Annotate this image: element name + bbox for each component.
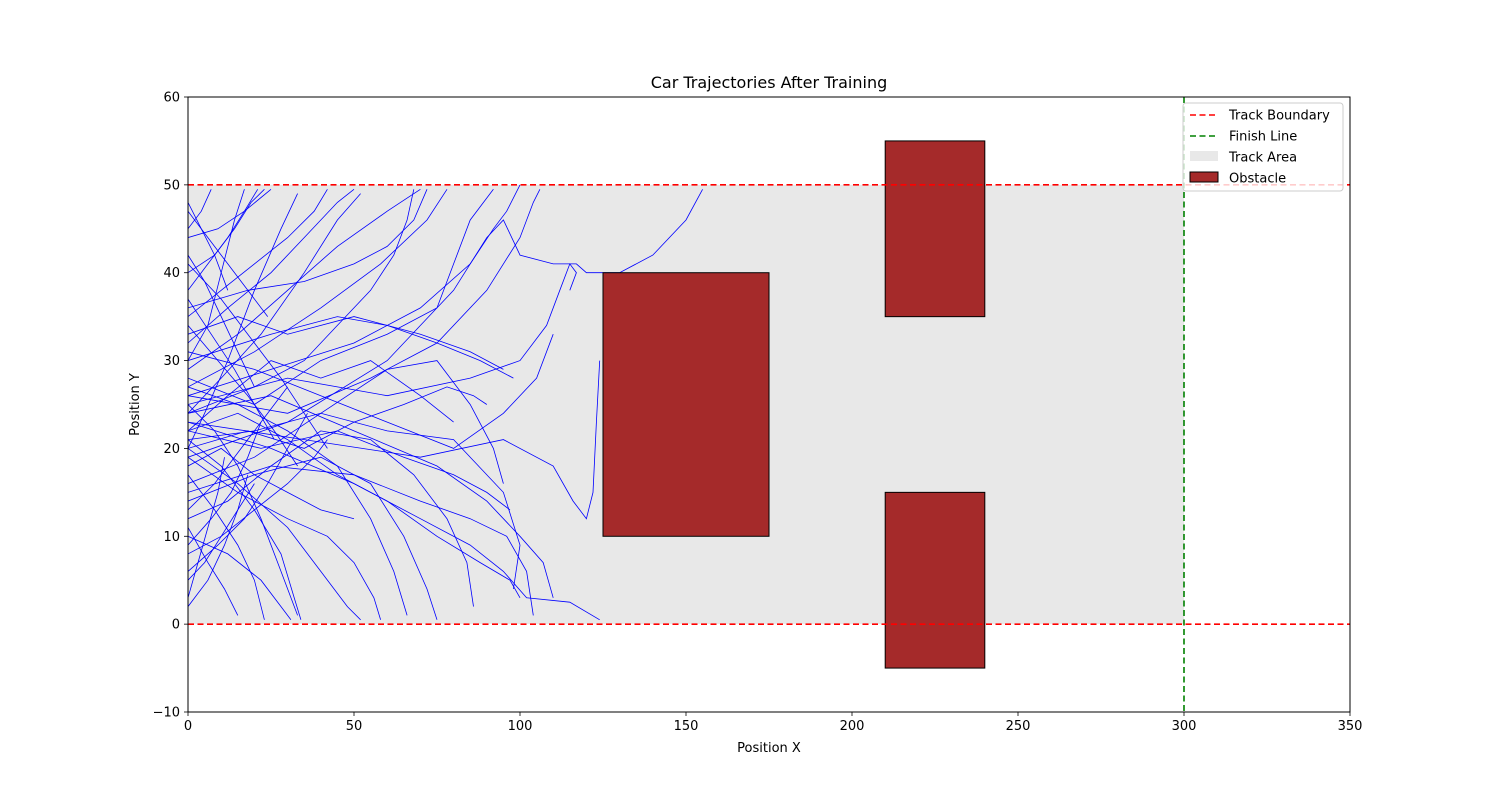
trajectory-line bbox=[188, 447, 355, 520]
x-axis-ticks: 0 50 100 150 200 250 300 350 bbox=[184, 712, 1363, 734]
legend-label-track-area: Track Area bbox=[1228, 151, 1297, 166]
y-tick-label: 60 bbox=[163, 91, 180, 106]
trajectory-line bbox=[188, 188, 355, 344]
trajectory-line bbox=[188, 193, 361, 414]
trajectory-line bbox=[188, 316, 514, 379]
y-tick-label: 40 bbox=[163, 266, 180, 281]
trajectory-line bbox=[188, 474, 249, 607]
legend-label-track-boundary: Track Boundary bbox=[1228, 109, 1330, 124]
x-tick-label: 50 bbox=[346, 719, 363, 734]
obstacle-rect bbox=[884, 491, 986, 669]
y-tick-label: −10 bbox=[153, 706, 180, 721]
legend-swatch-obstacle bbox=[1189, 171, 1219, 183]
trajectory-line bbox=[188, 527, 239, 616]
obstacle-rect bbox=[602, 272, 770, 537]
x-tick-label: 250 bbox=[1006, 719, 1031, 734]
trajectory-layer bbox=[188, 184, 703, 621]
trajectory-line bbox=[188, 189, 448, 388]
y-tick-label: 50 bbox=[163, 178, 180, 193]
trajectory-line bbox=[188, 334, 554, 449]
trajectory-line bbox=[188, 430, 474, 607]
trajectory-line bbox=[188, 474, 265, 620]
trajectory-line bbox=[188, 404, 298, 616]
trajectory-line bbox=[188, 413, 308, 572]
x-tick-label: 200 bbox=[840, 719, 865, 734]
trajectory-line bbox=[188, 325, 298, 467]
trajectory-line bbox=[188, 263, 328, 449]
y-tick-label: 20 bbox=[163, 442, 180, 457]
x-tick-label: 300 bbox=[1172, 719, 1197, 734]
y-tick-label: 30 bbox=[163, 354, 180, 369]
trajectory-line bbox=[188, 189, 265, 274]
trajectory-line bbox=[188, 439, 328, 555]
trajectory-line bbox=[188, 421, 262, 546]
trajectory-line bbox=[188, 360, 504, 484]
trajectory-line bbox=[188, 456, 438, 620]
y-axis-ticks: −10 0 10 20 30 40 50 60 bbox=[153, 91, 188, 721]
plot-frame bbox=[187, 96, 1351, 713]
obstacle-rect bbox=[884, 140, 986, 318]
trajectory-line bbox=[188, 202, 229, 291]
trajectory-line bbox=[188, 316, 504, 370]
x-tick-label: 150 bbox=[674, 719, 699, 734]
trajectory-line bbox=[188, 386, 288, 511]
trajectory-line bbox=[188, 189, 328, 317]
chart-title: Car Trajectories After Training bbox=[651, 73, 888, 92]
trajectory-line bbox=[188, 189, 212, 230]
y-tick-label: 10 bbox=[163, 530, 180, 545]
x-axis-label: Position X bbox=[737, 741, 801, 756]
y-axis-label: Position Y bbox=[128, 373, 143, 436]
trajectory-line bbox=[188, 188, 272, 238]
trajectory-line bbox=[188, 189, 415, 414]
trajectory-line bbox=[188, 395, 554, 598]
trajectory-line bbox=[188, 412, 521, 598]
trajectory-line bbox=[188, 189, 703, 458]
trajectory-line bbox=[188, 448, 361, 621]
obstacle-layer bbox=[602, 140, 986, 669]
trajectory-line bbox=[188, 457, 225, 598]
trajectory-line bbox=[188, 254, 255, 388]
trajectory-line bbox=[188, 360, 454, 432]
trajectory-line bbox=[188, 386, 488, 449]
legend-frame bbox=[1182, 102, 1344, 192]
y-tick-label: 0 bbox=[172, 618, 180, 633]
trajectory-line bbox=[188, 360, 601, 520]
trajectory-line bbox=[188, 465, 534, 616]
trajectory-line bbox=[188, 263, 577, 405]
trajectory-line bbox=[188, 421, 600, 621]
trajectory-line bbox=[188, 483, 255, 581]
plot-area bbox=[188, 97, 1350, 712]
legend-label-finish-line: Finish Line bbox=[1229, 130, 1297, 145]
trajectory-line bbox=[188, 439, 302, 620]
trajectory-line bbox=[188, 189, 541, 414]
trajectory-line bbox=[188, 188, 421, 370]
legend-label-obstacle: Obstacle bbox=[1229, 172, 1286, 187]
legend: Track Boundary Finish Line Track Area Ob… bbox=[1182, 102, 1344, 192]
x-tick-label: 100 bbox=[508, 719, 533, 734]
trajectory-line bbox=[188, 430, 511, 511]
x-tick-label: 350 bbox=[1338, 719, 1363, 734]
trajectory-line bbox=[188, 456, 381, 620]
x-tick-label: 0 bbox=[184, 719, 192, 734]
trajectory-line bbox=[188, 298, 275, 440]
legend-swatch-track-area bbox=[1190, 151, 1218, 161]
